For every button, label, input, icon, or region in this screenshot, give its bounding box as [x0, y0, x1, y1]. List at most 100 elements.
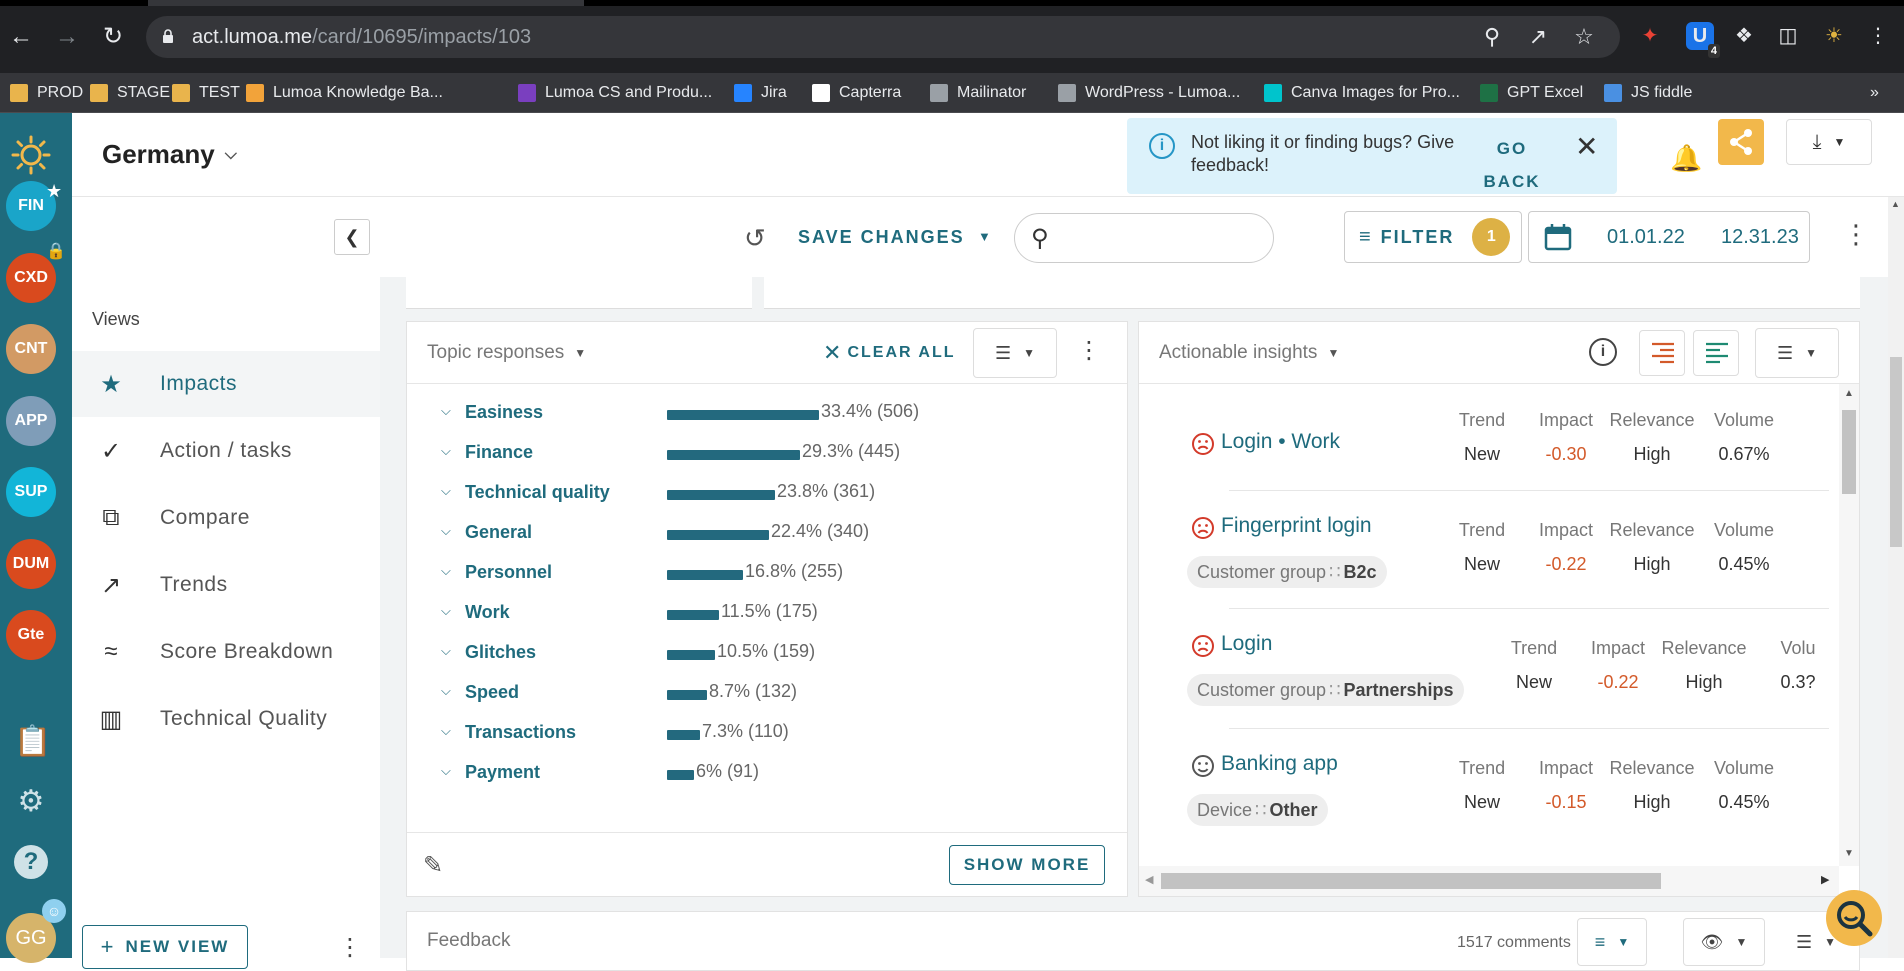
lumoa-logo-icon[interactable]	[11, 135, 51, 175]
topic-row[interactable]: ⌵ Finance 29.3% (445)	[407, 434, 1127, 474]
chevron-down-icon[interactable]: ⌵	[441, 403, 451, 418]
chevron-down-icon[interactable]: ⌵	[441, 483, 451, 498]
chevron-down-icon[interactable]: ⌵	[441, 683, 451, 698]
insight-name[interactable]: Banking app	[1221, 752, 1338, 775]
sort-button[interactable]: ☰ ▼	[973, 328, 1057, 378]
clear-all-button[interactable]: ✕ CLEAR ALL	[823, 340, 956, 366]
feedback-filter-button[interactable]: ≡ ▼	[1577, 918, 1647, 966]
insight-row[interactable]: Login • Work Trend New Impact -0.30 Relevance…	[1139, 384, 1839, 502]
topic-row[interactable]: ⌵ Work 11.5% (175)	[407, 594, 1127, 634]
date-from[interactable]: 01.01.22	[1607, 226, 1685, 248]
bookmark-item[interactable]: PROD	[10, 81, 83, 105]
date-range-picker[interactable]: 01.01.22 12.31.23	[1528, 211, 1810, 263]
topic-row[interactable]: ⌵ Glitches 10.5% (159)	[407, 634, 1127, 674]
history-icon[interactable]: ↺	[744, 223, 766, 253]
edit-pencil-icon[interactable]: ✎	[423, 852, 444, 879]
insight-name[interactable]: Fingerprint login	[1221, 514, 1372, 537]
bookmark-item[interactable]: Lumoa Knowledge Ba...	[246, 81, 443, 105]
share-button[interactable]	[1718, 119, 1764, 165]
nav-item-score-breakdown[interactable]: ≈ Score Breakdown	[72, 619, 380, 685]
browser-menu-icon[interactable]: ⋮	[1868, 25, 1888, 47]
search-input[interactable]: ⚲	[1014, 213, 1274, 263]
workspace-avatar[interactable]: Gte	[6, 610, 56, 660]
new-view-button[interactable]: + NEW VIEW	[82, 925, 248, 969]
topic-row[interactable]: ⌵ Easiness 33.4% (506)	[407, 394, 1127, 434]
nav-item-compare[interactable]: ⧉ Compare	[72, 485, 380, 551]
topic-name[interactable]: Payment	[465, 762, 541, 782]
bookmark-item[interactable]: Lumoa CS and Produ...	[518, 81, 712, 105]
puzzle-icon[interactable]: ❖	[1735, 25, 1753, 47]
topic-name[interactable]: Finance	[465, 442, 534, 462]
topic-row[interactable]: ⌵ Payment 6% (91)	[407, 754, 1127, 794]
insight-row[interactable]: Banking app Device ∷ Other Trend New Impact -0.…	[1139, 732, 1839, 850]
clipboard-icon[interactable]: 📋	[14, 725, 52, 758]
forward-icon[interactable]: →	[55, 23, 79, 50]
chevron-down-icon[interactable]: ⌵	[441, 763, 451, 778]
chevron-down-icon[interactable]: ⌵	[441, 723, 451, 738]
download-button[interactable]: ⤓ ▼	[1786, 119, 1872, 165]
scrollbar-thumb[interactable]	[1890, 357, 1902, 547]
toolbar-more-icon[interactable]: ⋮	[1843, 219, 1869, 249]
sort-button[interactable]: ☰ ▼	[1755, 328, 1839, 378]
topic-responses-selector[interactable]: Topic responses ▼	[427, 342, 586, 364]
segment-chip[interactable]: Customer group ∷ B2c	[1187, 556, 1387, 588]
help-icon[interactable]: ?	[14, 845, 48, 879]
settings-gear-icon[interactable]: ⚙	[17, 785, 45, 818]
close-icon[interactable]: ✕	[1575, 131, 1599, 162]
nav-item-impacts[interactable]: ★ Impacts	[72, 351, 380, 417]
project-selector[interactable]: Germany ⌵	[102, 139, 237, 170]
collapse-panel-button[interactable]: ❮	[334, 219, 370, 255]
chevron-down-icon[interactable]: ⌵	[441, 443, 451, 458]
address-bar[interactable]: act.lumoa.me/card/10695/impacts/103 ⚲ ↗ …	[146, 16, 1620, 58]
topic-name[interactable]: Speed	[465, 682, 520, 702]
back-icon[interactable]: ←	[9, 23, 33, 50]
filter-button[interactable]: ≡ FILTER 1	[1344, 211, 1522, 263]
page-scrollbar[interactable]: ▲	[1888, 197, 1904, 958]
segment-chip[interactable]: Device ∷ Other	[1187, 794, 1328, 826]
workspace-avatar[interactable]: DUM	[6, 538, 56, 589]
bookmark-star-icon[interactable]: ☆	[1574, 24, 1594, 49]
visibility-button[interactable]: 👁 ▼	[1683, 918, 1765, 966]
topic-name[interactable]: General	[465, 522, 533, 542]
active-tab[interactable]	[148, 0, 584, 6]
bell-icon[interactable]: 🔔	[1670, 143, 1703, 173]
reload-icon[interactable]: ↻	[102, 23, 124, 50]
scrollbar-thumb[interactable]	[1842, 410, 1856, 494]
chevron-down-icon[interactable]: ⌵	[441, 523, 451, 538]
topic-row[interactable]: ⌵ Speed 8.7% (132)	[407, 674, 1127, 714]
bookmarks-overflow-icon[interactable]: »	[1870, 84, 1879, 101]
horizontal-scrollbar[interactable]: ◀ ▶	[1139, 866, 1839, 896]
scroll-left-icon[interactable]: ◀	[1145, 874, 1154, 886]
card-menu-icon[interactable]: ⋮	[1077, 337, 1101, 364]
bookmark-item[interactable]: Mailinator	[930, 81, 1026, 105]
topic-name[interactable]: Easiness	[465, 402, 544, 422]
help-search-button[interactable]	[1826, 890, 1882, 946]
insight-name[interactable]: Login	[1221, 632, 1273, 655]
chevron-down-icon[interactable]: ⌵	[441, 643, 451, 658]
bookmark-item[interactable]: TEST	[172, 81, 240, 105]
show-more-button[interactable]: SHOW MORE	[949, 845, 1105, 885]
topic-name[interactable]: Glitches	[465, 642, 537, 662]
scroll-down-icon[interactable]: ▼	[1844, 848, 1854, 859]
actionable-insights-selector[interactable]: Actionable insights ▼	[1159, 342, 1339, 364]
topic-name[interactable]: Transactions	[465, 722, 577, 742]
bookmark-item[interactable]: Canva Images for Pro...	[1264, 81, 1460, 105]
share-page-icon[interactable]: ↗	[1528, 24, 1548, 49]
go-back-button[interactable]: GO BACK	[1483, 139, 1541, 191]
bookmark-item[interactable]: STAGE	[90, 81, 170, 105]
nav-item-technical-quality[interactable]: ▥ Technical Quality	[72, 686, 380, 752]
scroll-up-icon[interactable]: ▲	[1891, 199, 1900, 209]
positive-impact-toggle[interactable]	[1693, 330, 1739, 376]
bookmark-item[interactable]: Capterra	[812, 81, 901, 105]
chevron-down-icon[interactable]: ⌵	[441, 563, 451, 578]
workspace-avatar[interactable]: SUP	[6, 467, 56, 517]
negative-impact-toggle[interactable]	[1639, 330, 1685, 376]
info-icon[interactable]: i	[1589, 338, 1617, 366]
chevron-down-icon[interactable]: ⌵	[441, 603, 451, 618]
url-text[interactable]: act.lumoa.me/card/10695/impacts/103	[192, 26, 532, 48]
nav-item-trends[interactable]: ↗ Trends	[72, 552, 380, 618]
extension-colorful-icon[interactable]: ✦	[1641, 25, 1659, 47]
segment-chip[interactable]: Customer group ∷ Partnerships	[1187, 674, 1464, 706]
workspace-avatar[interactable]: CNT	[6, 324, 56, 374]
